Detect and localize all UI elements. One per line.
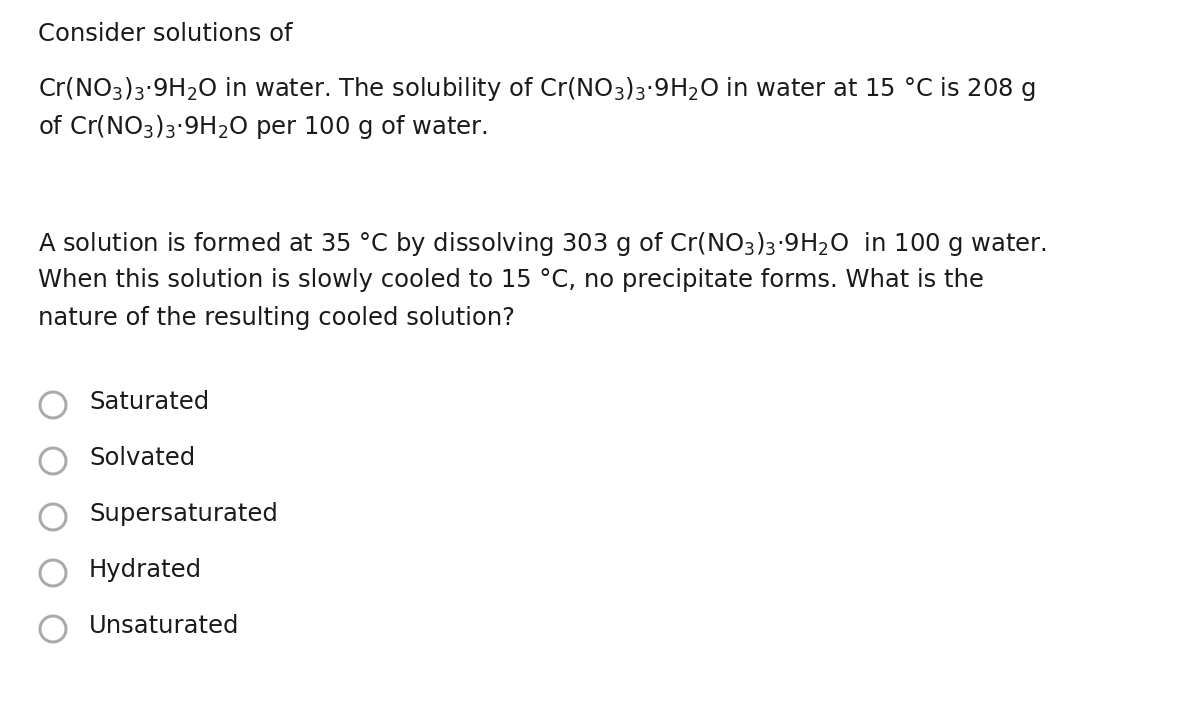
Text: nature of the resulting cooled solution?: nature of the resulting cooled solution?: [38, 306, 515, 330]
Text: Solvated: Solvated: [89, 446, 196, 470]
Text: When this solution is slowly cooled to 15 °C, no precipitate forms. What is the: When this solution is slowly cooled to 1…: [38, 268, 984, 292]
Text: Saturated: Saturated: [89, 390, 209, 414]
Text: $\mathregular{Cr(NO_3)_3{\cdot}9H_2O}$ in water. The solubility of $\mathregular: $\mathregular{Cr(NO_3)_3{\cdot}9H_2O}$ i…: [38, 75, 1037, 103]
Text: Unsaturated: Unsaturated: [89, 614, 240, 638]
Text: Supersaturated: Supersaturated: [89, 502, 278, 526]
Text: of $\mathregular{Cr(NO_3)_3{\cdot}9H_2O}$ per 100 g of water.: of $\mathregular{Cr(NO_3)_3{\cdot}9H_2O}…: [38, 113, 488, 141]
Text: Consider solutions of: Consider solutions of: [38, 22, 293, 46]
Text: A solution is formed at 35 °C by dissolving 303 g of $\mathregular{Cr(NO_3)_3{\c: A solution is formed at 35 °C by dissolv…: [38, 230, 1046, 258]
Text: Hydrated: Hydrated: [89, 558, 202, 582]
